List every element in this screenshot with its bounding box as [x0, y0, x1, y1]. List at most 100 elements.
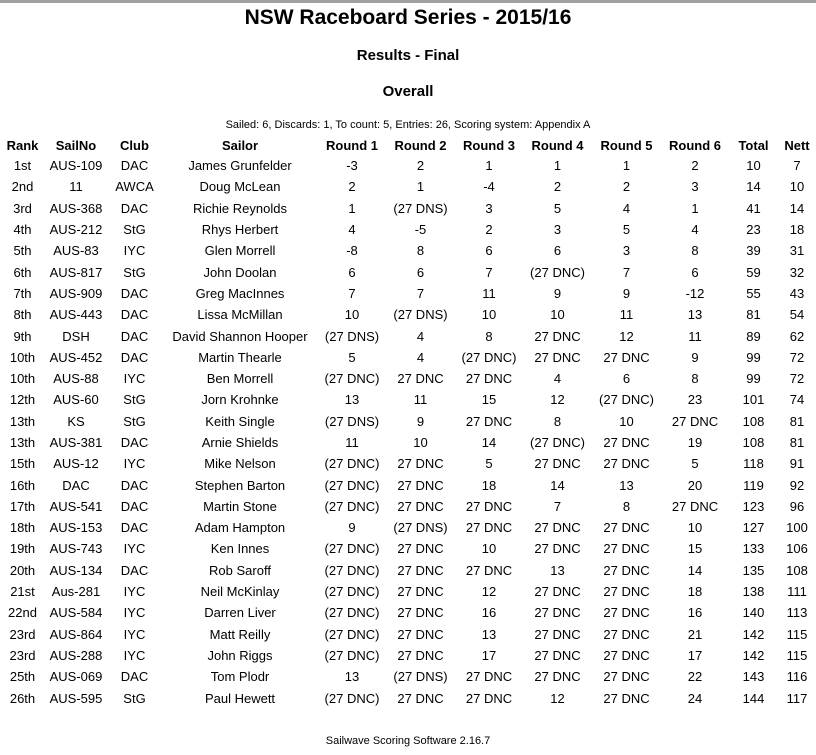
- table-row: 9th DSH DAC David Shannon Hooper (27 DNS) 4 8 2…: [0, 325, 816, 346]
- cell-round1: 13: [344, 392, 360, 408]
- cell-round6: 15: [687, 541, 703, 557]
- cell-round3: 27 DNC: [465, 520, 513, 536]
- cell-sailno: AUS-88: [53, 371, 99, 387]
- cell-sailno: AUS-12: [53, 456, 99, 472]
- cell-round3: 3: [485, 200, 493, 216]
- cell-round5: 27 DNC: [603, 520, 650, 536]
- cell-round4: 27 DNC: [534, 584, 581, 600]
- cell-club: IYC: [123, 541, 146, 557]
- cell-round5: (27 DNC): [599, 392, 654, 408]
- cell-round1: 9: [348, 520, 356, 536]
- cell-club: StG: [123, 690, 146, 706]
- cell-round4: 27 DNC: [534, 669, 581, 685]
- cell-total: 81: [746, 307, 761, 323]
- cell-round6: 4: [691, 222, 699, 238]
- cell-round2: 27 DNC: [397, 605, 444, 621]
- cell-round4: 27 DNC: [534, 349, 581, 365]
- cell-round6: 2: [691, 158, 699, 174]
- table-row: 3rd AUS-368 DAC Richie Reynolds 1 (27 DNS) 3 5 4…: [0, 198, 816, 219]
- cell-sailor: Martin Thearle: [198, 349, 282, 365]
- footer-note: Sailwave Scoring Software 2.16.7: [325, 734, 491, 747]
- cell-round6: 19: [687, 435, 703, 450]
- cell-round2: 7: [416, 285, 425, 301]
- cell-round6: 10: [687, 520, 703, 536]
- cell-round4: 7: [553, 498, 562, 514]
- cell-nett: 10: [789, 179, 805, 195]
- cell-rank: 6th: [13, 264, 32, 280]
- cell-round4: 27 DNC: [534, 647, 581, 663]
- cell-round3: 27 DNC: [465, 413, 513, 429]
- cell-total: 89: [746, 328, 761, 344]
- table-row: 7th AUS-909 DAC Greg MacInnes 7 7 11 9 9 -12 55 43: [0, 283, 816, 304]
- table-row: 13th AUS-381 DAC Arnie Shields 11 10 14 (27 DNC…: [0, 432, 816, 453]
- cell-total: 142: [742, 647, 765, 663]
- cell-sailor: John Doolan: [203, 264, 277, 280]
- cell-round4: 27 DNC: [534, 328, 581, 344]
- cell-round4: 8: [553, 413, 562, 429]
- cell-total: 108: [742, 413, 765, 429]
- cell-nett: 72: [789, 349, 805, 365]
- column-header-round5: Round 5: [600, 137, 653, 153]
- cell-round3: 18: [481, 477, 497, 493]
- cell-rank: 16th: [9, 477, 36, 493]
- cell-sailor: Ben Morrell: [206, 371, 274, 387]
- table-row: 19th AUS-743 IYC Ken Innes (27 DNC) 27 DNC 10 2…: [0, 538, 816, 559]
- cell-round6: 8: [691, 371, 699, 387]
- column-header-sailor: Sailor: [221, 137, 259, 153]
- cell-round3: (27 DNC): [461, 349, 517, 365]
- table-row: 13th KS StG Keith Single (27 DNS) 9 27 DNC 8 10 2…: [0, 411, 816, 432]
- cell-rank: 21st: [10, 584, 35, 600]
- cell-round4: 27 DNC: [534, 605, 581, 621]
- cell-sailor: Ken Innes: [210, 541, 270, 557]
- cell-total: 140: [742, 605, 765, 621]
- cell-rank: 17th: [9, 498, 36, 514]
- cell-sailor: James Grunfelder: [188, 158, 292, 174]
- table-row: 22nd AUS-584 IYC Darren Liver (27 DNC) 27 DNC…: [0, 602, 816, 623]
- cell-rank: 9th: [13, 328, 32, 344]
- cell-sailor: Darren Liver: [204, 605, 276, 621]
- cell-nett: 81: [789, 413, 805, 429]
- cell-club: DAC: [120, 328, 149, 344]
- table-row: 6th AUS-817 StG John Doolan 6 6 7 (27 DNC) 7 6 59 3…: [0, 261, 816, 282]
- cell-sailor: Tom Plodr: [210, 669, 270, 685]
- cell-club: DAC: [120, 477, 149, 493]
- table-row: 23rd AUS-288 IYC John Riggs (27 DNC) 27 DNC 17…: [0, 645, 816, 666]
- column-header-round1: Round 1: [326, 137, 378, 153]
- cell-sailno: AUS-817: [49, 264, 103, 280]
- cell-round1: 6: [348, 264, 356, 280]
- cell-round5: 27 DNC: [603, 626, 650, 642]
- cell-rank: 10th: [9, 371, 36, 387]
- cell-round5: 27 DNC: [603, 349, 650, 365]
- cell-sailor: Rhys Herbert: [201, 222, 279, 238]
- cell-rank: 1st: [13, 158, 32, 174]
- cell-club: DAC: [120, 307, 149, 323]
- cell-rank: 13th: [9, 413, 36, 429]
- results-subtitle: Results - Final: [356, 47, 460, 64]
- cell-total: 127: [742, 520, 765, 536]
- cell-round2: 2: [416, 158, 425, 174]
- cell-round1: (27 DNC): [324, 477, 380, 493]
- cell-nett: 116: [786, 669, 808, 685]
- cell-round4: 9: [553, 285, 562, 301]
- cell-sailno: AUS-864: [49, 626, 103, 642]
- cell-round4: 5: [553, 200, 562, 216]
- cell-round6: 22: [687, 669, 703, 685]
- cell-round2: 1: [416, 179, 425, 195]
- cell-round1: 11: [345, 435, 359, 450]
- cell-nett: 92: [789, 477, 805, 493]
- cell-nett: 111: [787, 584, 807, 600]
- cell-round6: 18: [687, 584, 703, 600]
- cell-round1: 13: [344, 669, 360, 685]
- cell-round5: 3: [622, 243, 631, 259]
- table-row: 21st Aus-281 IYC Neil McKinlay (27 DNC) 27 DN…: [0, 581, 816, 602]
- cell-round1: (27 DNC): [324, 605, 380, 621]
- table-row: 10th AUS-452 DAC Martin Thearle 5 4 (27 DNC) 27…: [0, 347, 816, 368]
- cell-round4: 12: [550, 690, 565, 706]
- cell-nett: 7: [793, 158, 801, 174]
- cell-round3: 10: [481, 307, 497, 323]
- cell-round4: 27 DNC: [534, 520, 581, 536]
- table-row: 15th AUS-12 IYC Mike Nelson (27 DNC) 27 DNC 5 2…: [0, 453, 816, 474]
- cell-round1: (27 DNS): [324, 413, 380, 429]
- cell-total: 41: [746, 200, 761, 216]
- cell-round3: 14: [481, 435, 497, 450]
